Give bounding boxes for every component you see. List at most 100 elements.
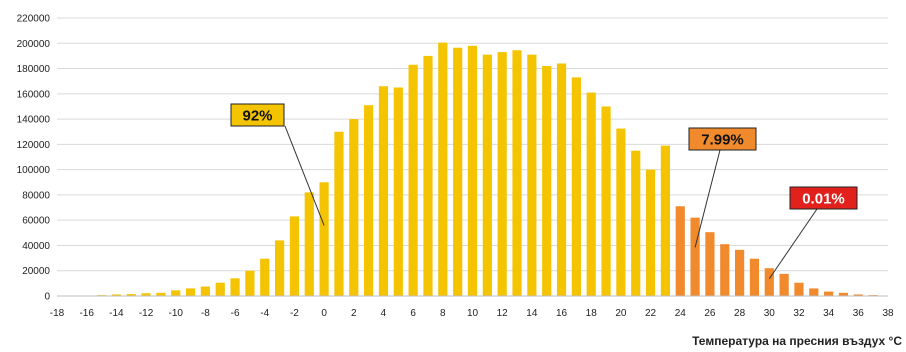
x-tick-label: -4 [260, 308, 269, 319]
x-axis-ticks: -18 -16 -14 -12 -10 -8 -6 -4 -2 0 2 4 6 8 10 12 14 16 18 20… [50, 308, 894, 319]
bar [512, 50, 522, 296]
y-tick-label: 0 [44, 292, 50, 303]
annotation-label: 7.99% [701, 132, 744, 149]
annotation-box [230, 103, 285, 127]
x-tick-label: 10 [467, 308, 479, 319]
bar [616, 128, 626, 296]
bar [794, 282, 804, 296]
bar [645, 169, 656, 296]
bar [467, 45, 478, 296]
bars [67, 42, 878, 297]
y-tick-label: 120000 [17, 140, 51, 151]
x-axis-label: Температура на пресния въздух °C [692, 334, 902, 348]
y-tick-label: 40000 [22, 241, 50, 252]
bar [141, 293, 151, 296]
x-tick-label: 22 [645, 308, 657, 319]
x-tick-label: 28 [734, 308, 746, 319]
x-tick-label: 6 [410, 308, 416, 319]
bar [364, 105, 374, 296]
bar [319, 182, 329, 296]
bar [260, 258, 270, 296]
bar [660, 145, 671, 296]
bar [245, 270, 255, 296]
bar [171, 290, 181, 296]
bar [453, 47, 463, 297]
bar [853, 294, 863, 296]
bar [764, 268, 774, 296]
x-tick-label: -6 [231, 308, 240, 319]
x-tick-label: 4 [381, 308, 387, 319]
bar [438, 42, 448, 297]
x-tick-label: 36 [853, 308, 865, 319]
annotation-leader-line [694, 149, 721, 248]
x-tick-label: 8 [440, 308, 446, 319]
annotation-label: 0.01% [802, 191, 845, 208]
bar [749, 258, 760, 296]
annotation-label: 92% [242, 108, 272, 125]
bar [586, 92, 596, 297]
y-tick-label: 220000 [17, 14, 51, 25]
y-axis-ticks: 0 20000 40000 60000 80000 100000 120000 140000 1… [17, 14, 51, 303]
bar [542, 66, 552, 296]
bar [274, 240, 285, 296]
x-tick-label: 16 [556, 308, 568, 319]
bar [408, 64, 418, 296]
bar [601, 106, 611, 296]
bar [809, 288, 819, 296]
bar [126, 294, 136, 296]
bar [230, 278, 240, 296]
y-tick-label: 180000 [17, 64, 51, 75]
x-tick-label: 32 [793, 308, 805, 319]
x-tick-label: -14 [109, 308, 124, 319]
y-tick-label: 80000 [22, 190, 50, 201]
bar [378, 86, 389, 297]
bar [200, 286, 210, 296]
annotation-box [688, 127, 757, 151]
bar [289, 216, 300, 296]
bar [735, 249, 745, 296]
x-tick-label: 20 [615, 308, 627, 319]
y-tick-label: 160000 [17, 89, 51, 100]
bar [527, 54, 537, 297]
annotation-leader-line [284, 125, 325, 226]
bar [334, 131, 344, 296]
bar [705, 232, 715, 296]
y-tick-label: 100000 [17, 165, 51, 176]
bar [675, 206, 685, 296]
x-tick-label: 38 [882, 308, 894, 319]
bar [393, 87, 403, 296]
bar [779, 273, 789, 296]
annotation-box [789, 186, 858, 210]
bar [571, 77, 581, 297]
bar [497, 52, 507, 297]
x-tick-label: 0 [321, 308, 327, 319]
bar [631, 150, 641, 296]
x-tick-label: 18 [586, 308, 598, 319]
bar [349, 119, 359, 296]
bar [423, 55, 433, 297]
bar [838, 292, 849, 296]
x-tick-label: -16 [79, 308, 94, 319]
x-tick-label: 24 [675, 308, 687, 319]
bar [824, 291, 834, 296]
bar [482, 54, 492, 297]
x-tick-label: 34 [823, 308, 835, 319]
bar [720, 244, 730, 296]
y-tick-label: 20000 [22, 266, 50, 277]
annotation-leader-line [768, 208, 818, 280]
x-tick-label: 12 [497, 308, 509, 319]
x-tick-label: -12 [139, 308, 154, 319]
bar [690, 217, 700, 296]
bar [304, 192, 314, 296]
bar [556, 63, 567, 297]
x-tick-label: 30 [764, 308, 776, 319]
x-tick-label: -10 [168, 308, 183, 319]
y-tick-label: 60000 [22, 216, 50, 227]
bar [111, 294, 121, 296]
bar [215, 282, 225, 296]
bar [156, 292, 166, 296]
y-tick-label: 200000 [17, 39, 51, 50]
x-tick-label: 26 [704, 308, 716, 319]
y-tick-label: 140000 [17, 115, 51, 126]
